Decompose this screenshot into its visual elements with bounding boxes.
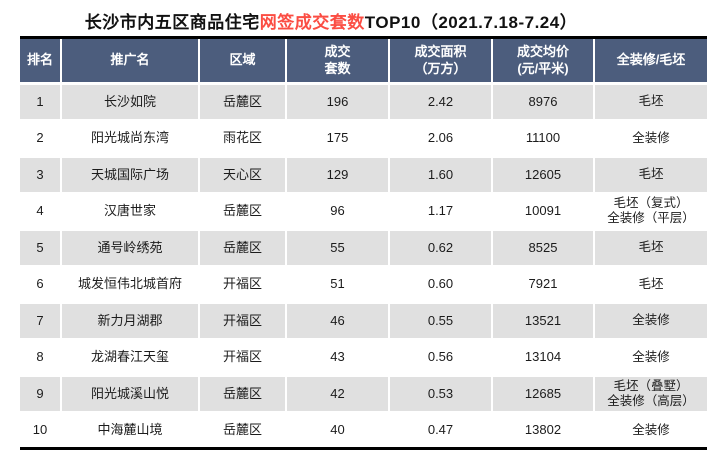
cell-name: 阳光城尚东湾: [62, 121, 198, 155]
cell-area: 0.60: [390, 267, 491, 301]
header-units: 成交 套数: [287, 39, 388, 82]
cell-units: 46: [287, 304, 388, 338]
cell-district: 雨花区: [200, 121, 285, 155]
cell-price: 10091: [493, 194, 593, 228]
cell-decoration: 全装修: [595, 340, 707, 374]
cell-area: 1.17: [390, 194, 491, 228]
cell-decoration: 毛坯: [595, 231, 707, 265]
cell-price: 12685: [493, 377, 593, 411]
cell-rank: 3: [20, 158, 60, 192]
cell-price: 13521: [493, 304, 593, 338]
cell-area: 2.42: [390, 85, 491, 119]
cell-area: 0.62: [390, 231, 491, 265]
cell-rank: 9: [20, 377, 60, 411]
cell-price: 8525: [493, 231, 593, 265]
cell-name: 汉唐世家: [62, 194, 198, 228]
cell-district: 岳麓区: [200, 377, 285, 411]
cell-units: 129: [287, 158, 388, 192]
cell-area: 0.56: [390, 340, 491, 374]
title-prefix: 长沙市内五区商品住宅: [84, 13, 260, 32]
header-decoration: 全装修/毛坯: [595, 39, 707, 82]
cell-decoration: 全装修: [595, 121, 707, 155]
cell-name: 阳光城溪山悦: [62, 377, 198, 411]
cell-rank: 1: [20, 85, 60, 119]
cell-name: 新力月湖郡: [62, 304, 198, 338]
cell-price: 13104: [493, 340, 593, 374]
cell-area: 0.55: [390, 304, 491, 338]
cell-price: 7921: [493, 267, 593, 301]
cell-name: 中海麓山境: [62, 413, 198, 447]
cell-decoration: 毛坯（复式） 全装修（平层）: [595, 194, 707, 228]
cell-decoration: 毛坯: [595, 158, 707, 192]
page-title: 长沙市内五区商品住宅网签成交套数TOP10（2021.7.18-7.24）: [0, 8, 662, 33]
cell-rank: 7: [20, 304, 60, 338]
cell-units: 96: [287, 194, 388, 228]
cell-decoration: 毛坯: [595, 267, 707, 301]
cell-units: 196: [287, 85, 388, 119]
cell-rank: 6: [20, 267, 60, 301]
title-suffix: TOP10（2021.7.18-7.24）: [364, 13, 578, 32]
cell-district: 开福区: [200, 340, 285, 374]
cell-decoration: 毛坯（叠墅） 全装修（高层）: [595, 377, 707, 411]
cell-name: 通号岭绣苑: [62, 231, 198, 265]
cell-decoration: 全装修: [595, 304, 707, 338]
cell-name: 长沙如院: [62, 85, 198, 119]
cell-district: 开福区: [200, 267, 285, 301]
cell-district: 岳麓区: [200, 413, 285, 447]
cell-district: 岳麓区: [200, 231, 285, 265]
cell-price: 11100: [493, 121, 593, 155]
cell-units: 55: [287, 231, 388, 265]
header-price: 成交均价 (元/平米): [493, 39, 593, 82]
cell-decoration: 全装修: [595, 413, 707, 447]
cell-price: 13802: [493, 413, 593, 447]
title-highlight: 网签成交套数: [259, 13, 365, 32]
cell-name: 天城国际广场: [62, 158, 198, 192]
header-district: 区域: [200, 39, 285, 82]
data-table: 排名 推广名 区域 成交 套数 成交面积 （万方） 成交均价 (元/平米) 全装…: [20, 36, 707, 450]
cell-name: 城发恒伟北城首府: [62, 267, 198, 301]
cell-area: 0.47: [390, 413, 491, 447]
cell-units: 51: [287, 267, 388, 301]
cell-rank: 10: [20, 413, 60, 447]
cell-rank: 5: [20, 231, 60, 265]
cell-units: 42: [287, 377, 388, 411]
cell-district: 岳麓区: [200, 85, 285, 119]
cell-units: 175: [287, 121, 388, 155]
cell-price: 8976: [493, 85, 593, 119]
cell-price: 12605: [493, 158, 593, 192]
cell-rank: 8: [20, 340, 60, 374]
cell-area: 2.06: [390, 121, 491, 155]
cell-units: 40: [287, 413, 388, 447]
cell-rank: 4: [20, 194, 60, 228]
cell-district: 开福区: [200, 304, 285, 338]
cell-area: 0.53: [390, 377, 491, 411]
cell-district: 天心区: [200, 158, 285, 192]
cell-units: 43: [287, 340, 388, 374]
header-name: 推广名: [62, 39, 198, 82]
cell-district: 岳麓区: [200, 194, 285, 228]
cell-decoration: 毛坯: [595, 85, 707, 119]
cell-rank: 2: [20, 121, 60, 155]
header-area: 成交面积 （万方）: [390, 39, 491, 82]
cell-name: 龙湖春江天玺: [62, 340, 198, 374]
cell-area: 1.60: [390, 158, 491, 192]
header-rank: 排名: [20, 39, 60, 82]
